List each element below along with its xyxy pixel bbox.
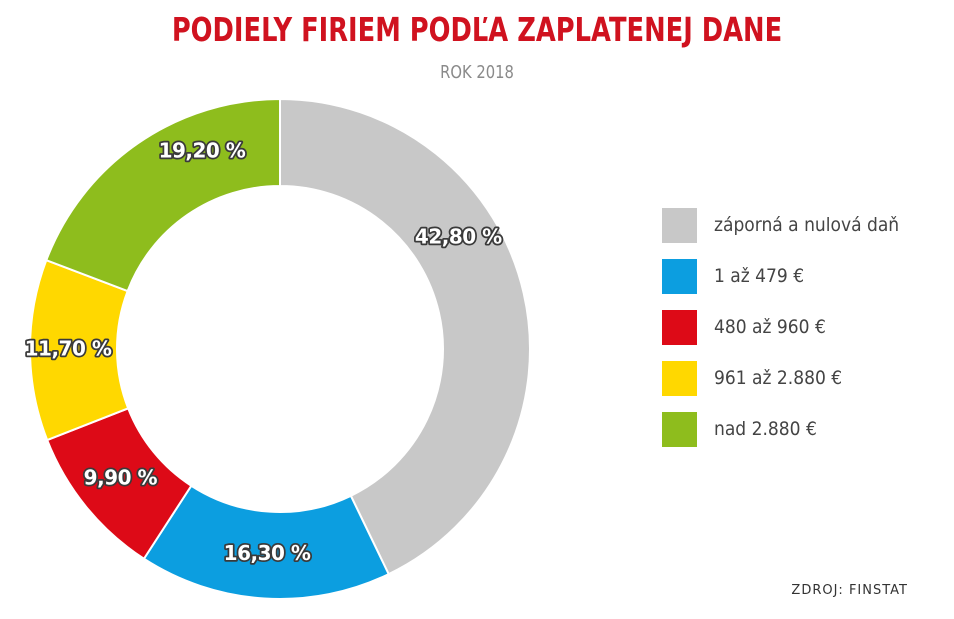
legend-swatch: [662, 360, 697, 396]
legend-item-961-2880: 961 až 2.880 €: [662, 360, 899, 396]
legend-swatch: [662, 258, 697, 294]
legend: záporná a nulová daň 1 až 479 € 480 až 9…: [662, 207, 899, 462]
value-label-480-960: 9,90 %: [84, 466, 158, 490]
slice-negative-zero: [279, 97, 531, 576]
chart-subtitle: ROK 2018: [440, 62, 514, 83]
legend-label: nad 2.880 €: [714, 418, 817, 440]
legend-item-1-479: 1 až 479 €: [662, 258, 899, 294]
value-label-961-2880: 11,70 %: [25, 337, 112, 361]
legend-label: 1 až 479 €: [714, 265, 805, 287]
legend-item-480-960: 480 až 960 €: [662, 309, 899, 345]
legend-swatch: [662, 207, 697, 243]
chart-title: PODIELY FIRIEM PODĽA ZAPLATENEJ DANE: [171, 10, 783, 49]
legend-item-negative-zero: záporná a nulová daň: [662, 207, 899, 243]
value-label-negative-zero: 42,80 %: [415, 225, 502, 249]
value-label-1-479: 16,30 %: [224, 541, 311, 565]
legend-label: záporná a nulová daň: [714, 214, 900, 236]
source-note: ZDROJ: FINSTAT: [791, 583, 908, 598]
legend-swatch: [662, 309, 697, 345]
legend-swatch: [662, 411, 697, 447]
value-label-over-2880: 19,20 %: [159, 138, 246, 162]
slice-over-2880: [45, 97, 281, 293]
legend-label: 961 až 2.880 €: [714, 367, 843, 389]
legend-label: 480 až 960 €: [714, 316, 826, 338]
legend-item-over-2880: nad 2.880 €: [662, 411, 899, 447]
